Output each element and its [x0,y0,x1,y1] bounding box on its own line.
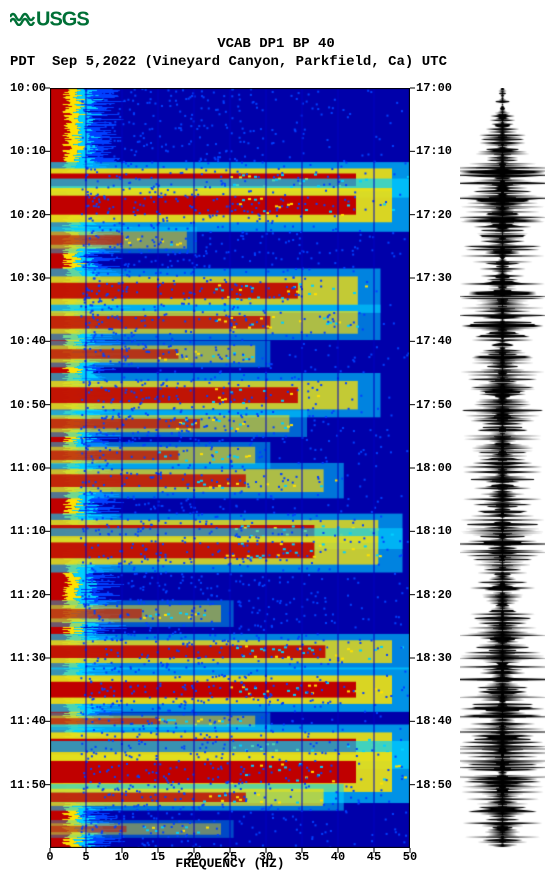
axis-tick-label: 10 [112,850,132,864]
axis-tick-label: 25 [220,850,240,864]
chart-subtitle: PDT Sep 5,2022 (Vineyard Canyon, Parkfie… [10,54,413,70]
usgs-logo: USGS [10,8,89,32]
axis-tick-label: 0 [40,850,60,864]
axis-tick-label: 17:50 [416,398,452,412]
axis-tick-label: 30 [256,850,276,864]
axis-tick-label: 10:10 [6,144,46,158]
date-station: Sep 5,2022 (Vineyard Canyon, Parkfield, … [52,54,413,70]
axis-tick-label: 10:30 [6,271,46,285]
axis-tick-label: 10:00 [6,81,46,95]
axis-tick-label: 11:40 [6,714,46,728]
waveform-plot [460,88,545,848]
axis-tick-label: 17:30 [416,271,452,285]
axis-tick-label: 18:00 [416,461,452,475]
spectrogram-canvas [50,88,410,848]
axis-tick-label: 17:40 [416,334,452,348]
axis-tick-label: 5 [76,850,96,864]
axis-tick-label: 11:10 [6,524,46,538]
axis-tick-label: 17:00 [416,81,452,95]
axis-tick-label: 18:40 [416,714,452,728]
axis-tick-label: 17:10 [416,144,452,158]
axis-tick-label: 50 [400,850,420,864]
axis-tick-label: 20 [184,850,204,864]
axis-tick-label: 35 [292,850,312,864]
usgs-wave-icon [10,8,36,32]
pdt-label: PDT [10,54,35,70]
axis-tick-label: 45 [364,850,384,864]
axis-tick-label: 10:40 [6,334,46,348]
axis-tick-label: 18:10 [416,524,452,538]
axis-tick-label: 17:20 [416,208,452,222]
axis-tick-label: 18:20 [416,588,452,602]
axis-tick-label: 11:20 [6,588,46,602]
axis-tick-label: 11:30 [6,651,46,665]
axis-tick-label: 11:00 [6,461,46,475]
axis-tick-label: 11:50 [6,778,46,792]
waveform-canvas [460,88,545,848]
utc-label: UTC [422,54,447,70]
axis-tick-label: 18:50 [416,778,452,792]
axis-tick-label: 18:30 [416,651,452,665]
axis-tick-label: 10:20 [6,208,46,222]
axis-tick-label: 10:50 [6,398,46,412]
usgs-text: USGS [36,8,89,30]
chart-title: VCAB DP1 BP 40 [0,36,552,52]
spectrogram-plot [50,88,410,848]
axis-tick-label: 15 [148,850,168,864]
axis-tick-label: 40 [328,850,348,864]
